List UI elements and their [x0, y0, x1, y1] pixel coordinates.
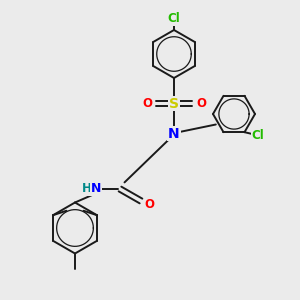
Text: N: N — [168, 127, 180, 140]
Text: N: N — [91, 182, 101, 196]
Text: Cl: Cl — [168, 12, 180, 25]
Text: O: O — [144, 197, 154, 211]
Text: H: H — [82, 182, 92, 196]
Text: O: O — [196, 97, 206, 110]
Text: S: S — [169, 97, 179, 110]
Text: O: O — [142, 97, 152, 110]
Text: Cl: Cl — [252, 129, 264, 142]
